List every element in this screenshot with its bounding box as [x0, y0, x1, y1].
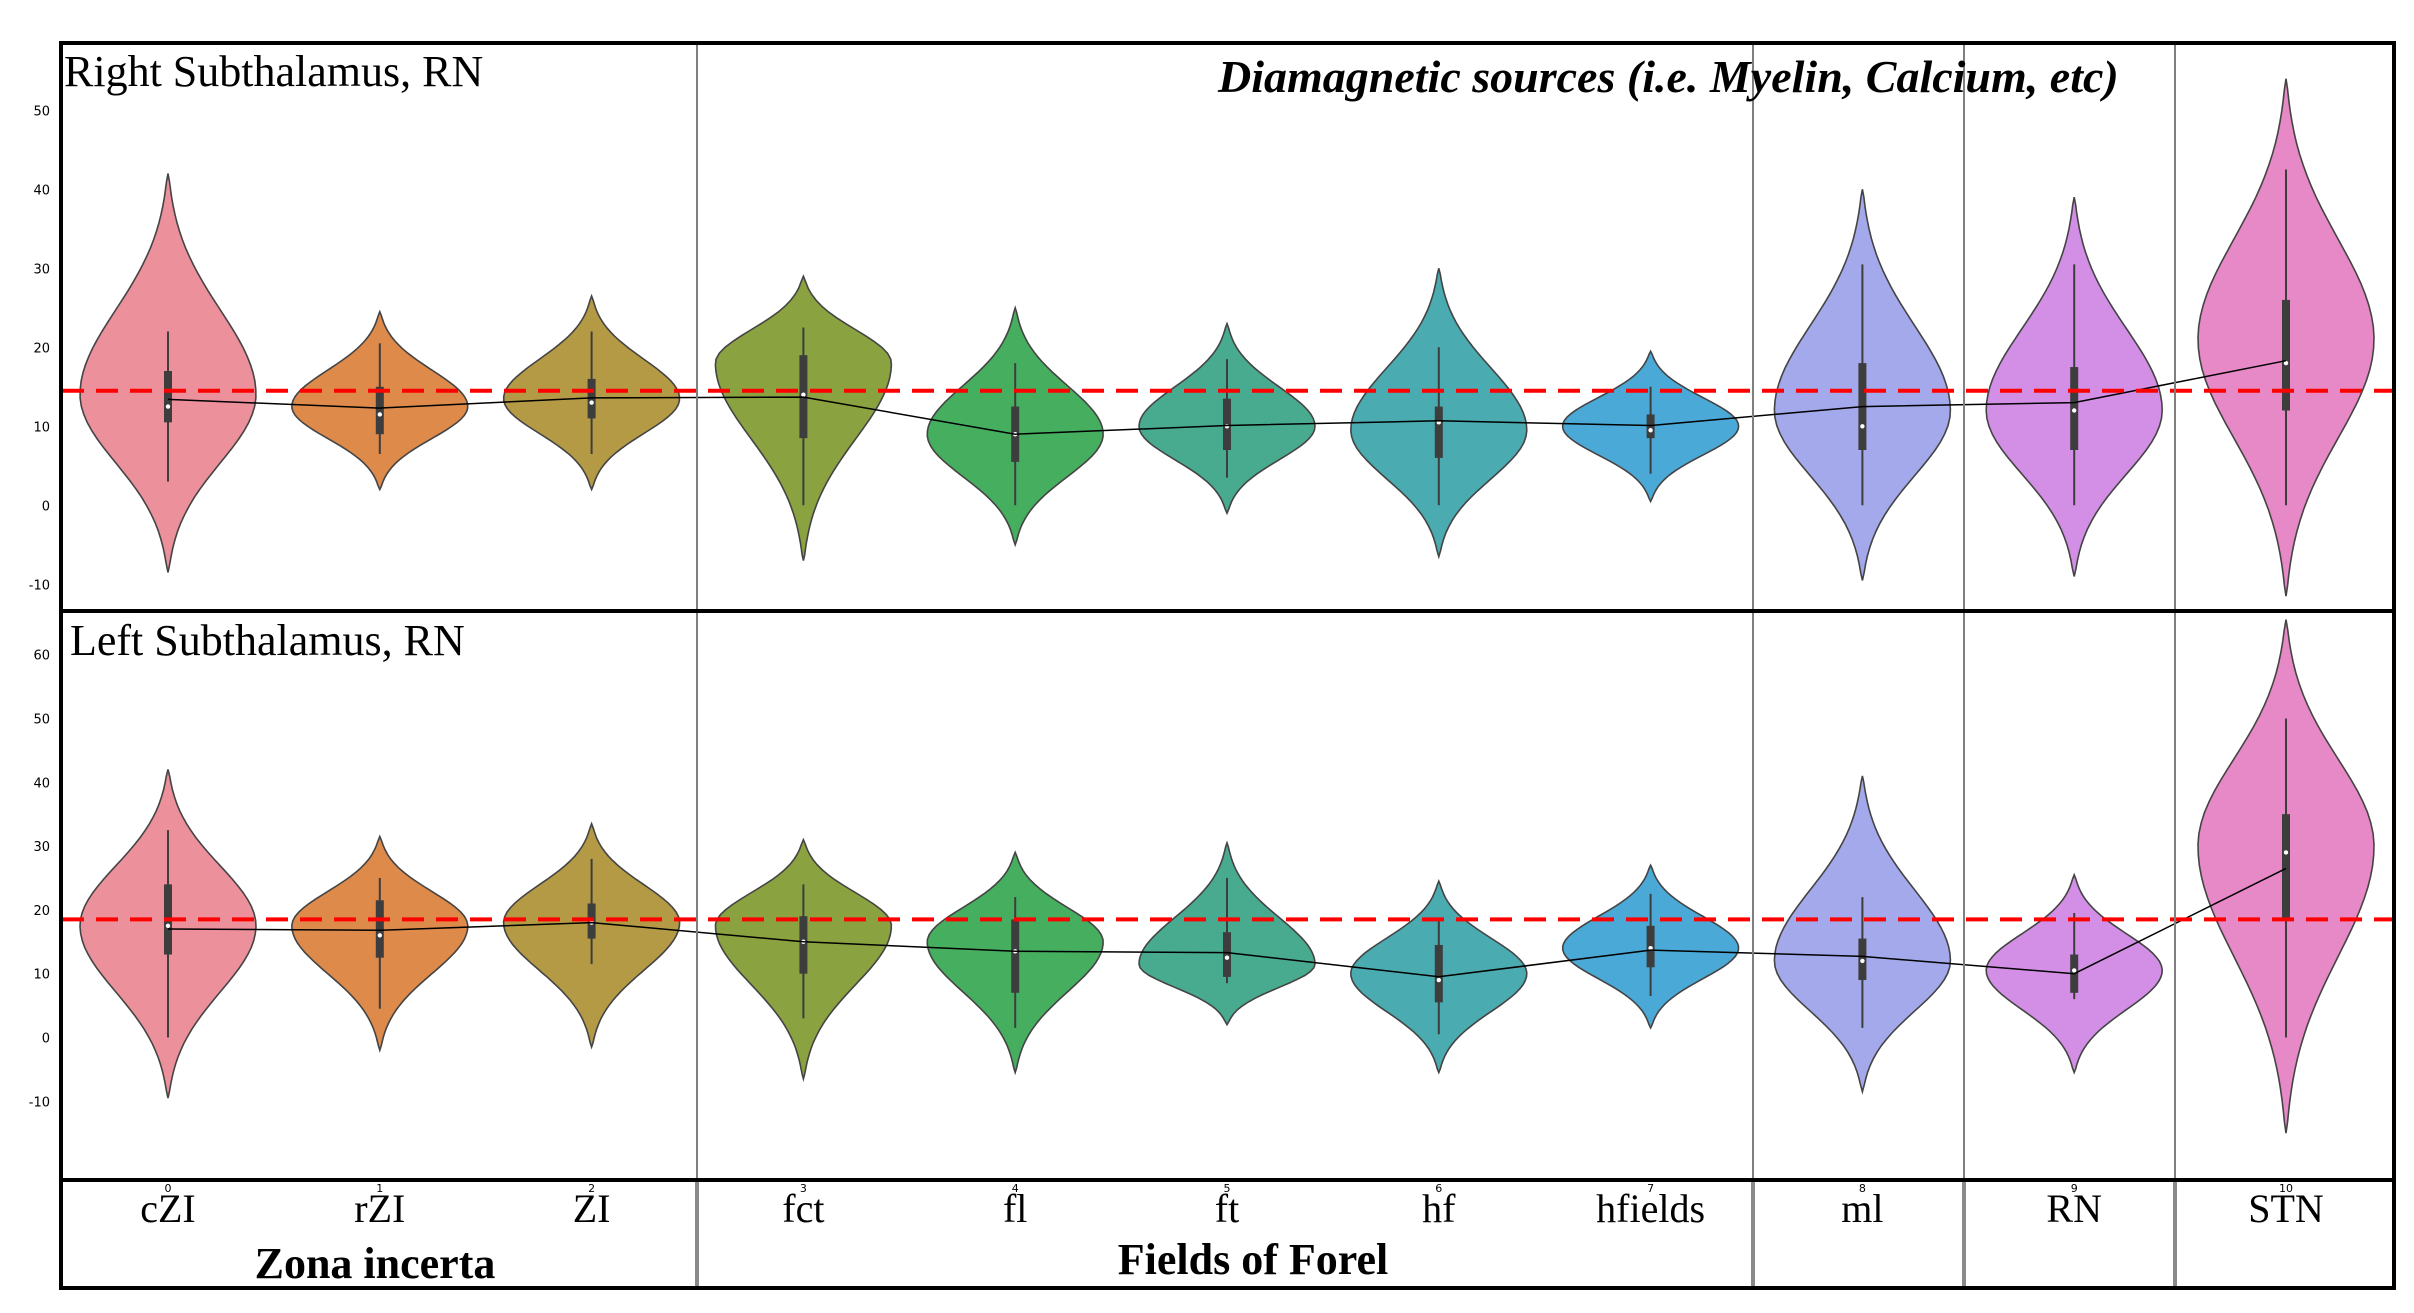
y-tick-label: 40: [33, 776, 50, 791]
median-STN: [2283, 360, 2289, 366]
y-tick-label: 10: [33, 968, 50, 983]
iqr-box-fct: [799, 916, 808, 974]
category-label-ZI: ZI: [573, 1186, 611, 1231]
y-tick-label: 30: [33, 262, 50, 277]
panel-title-left: Left Subthalamus, RN: [70, 616, 465, 665]
panel-right-subthalamus: -10 0 10 20 30 40 50: [29, 43, 2393, 611]
category-index-label: 10: [2279, 1182, 2293, 1195]
category-index-label: 6: [1435, 1182, 1442, 1195]
panel-title-right: Right Subthalamus, RN: [64, 47, 483, 96]
median-ml: [1860, 958, 1865, 964]
median-hfields: [1648, 428, 1653, 433]
iqr-box-fl: [1011, 919, 1020, 993]
iqr-box-STN: [2282, 299, 2290, 411]
iqr-box-rZI: [375, 386, 384, 435]
group-label-zona-incerta: Zona incerta: [255, 1239, 496, 1288]
mean-line: [167, 867, 2287, 978]
median-ft: [1224, 955, 1230, 960]
y-tick-label: -10: [29, 1095, 50, 1110]
y-tick-label: -10: [29, 578, 50, 593]
mean-line: [167, 359, 2287, 435]
iqr-box-ft: [1223, 932, 1231, 977]
panel-left-subthalamus: -10 0 10 20 30 40 50 60: [29, 611, 2393, 1180]
y-tick-label: 60: [33, 649, 50, 664]
iqr-box-STN: [2282, 814, 2290, 920]
iqr-box-rZI: [375, 900, 384, 958]
iqr-box-hf: [1434, 406, 1443, 458]
category-index-label: 1: [376, 1182, 383, 1195]
y-tick-label: 10: [33, 420, 50, 435]
median-RN: [2072, 408, 2077, 413]
median-rZI: [377, 933, 382, 938]
group-label-fields-of-forel: Fields of Forel: [1118, 1235, 1388, 1284]
category-index-label: 9: [2071, 1182, 2078, 1195]
figure-frame: [59, 41, 2396, 1290]
category-label-RN: RN: [2046, 1186, 2102, 1231]
y-tick-label: 0: [42, 499, 50, 514]
y-tick-label: 30: [33, 840, 50, 855]
y-tick-label: 40: [33, 183, 50, 198]
median-cZI: [165, 404, 171, 409]
median-STN: [2283, 850, 2289, 855]
y-tick-label: 20: [33, 341, 50, 356]
y-tick-label: 50: [33, 712, 50, 727]
category-label-ft: ft: [1215, 1186, 1239, 1231]
median-hf: [1436, 977, 1442, 983]
y-tick-label: 20: [33, 904, 50, 919]
category-label-rZI: rZI: [354, 1186, 405, 1231]
category-label-cZI: cZI: [140, 1186, 196, 1231]
category-index-label: 2: [588, 1182, 595, 1195]
category-index-label: 4: [1012, 1182, 1019, 1195]
y-tick-label: 50: [33, 104, 50, 119]
iqr-box-cZI: [164, 371, 172, 423]
category-label-fl: fl: [1003, 1186, 1027, 1231]
iqr-box-hfields: [1646, 414, 1655, 439]
category-index-label: 7: [1647, 1182, 1654, 1195]
median-RN: [2072, 968, 2077, 973]
category-label-hf: hf: [1422, 1186, 1456, 1231]
category-label-hfields: hfields: [1596, 1186, 1705, 1231]
category-label-fct: fct: [782, 1186, 824, 1231]
median-ZI: [589, 400, 594, 405]
median-cZI: [165, 923, 171, 929]
category-label-ml: ml: [1841, 1186, 1883, 1231]
median-hfields: [1648, 945, 1653, 951]
outer-frame: [59, 41, 2396, 1290]
median-fct: [801, 392, 806, 397]
median-rZI: [377, 412, 382, 417]
y-tick-label: 0: [42, 1031, 50, 1046]
diamagnetic-annotation: Diamagnetic sources (i.e. Myelin, Calciu…: [1217, 51, 2119, 102]
category-index-label: 3: [800, 1182, 807, 1195]
category-index-label: 5: [1224, 1182, 1231, 1195]
iqr-box-hf: [1434, 944, 1443, 1003]
category-index-label: 8: [1859, 1182, 1866, 1195]
median-ml: [1860, 424, 1865, 429]
category-index-label: 0: [165, 1182, 172, 1195]
category-label-STN: STN: [2248, 1186, 2324, 1231]
